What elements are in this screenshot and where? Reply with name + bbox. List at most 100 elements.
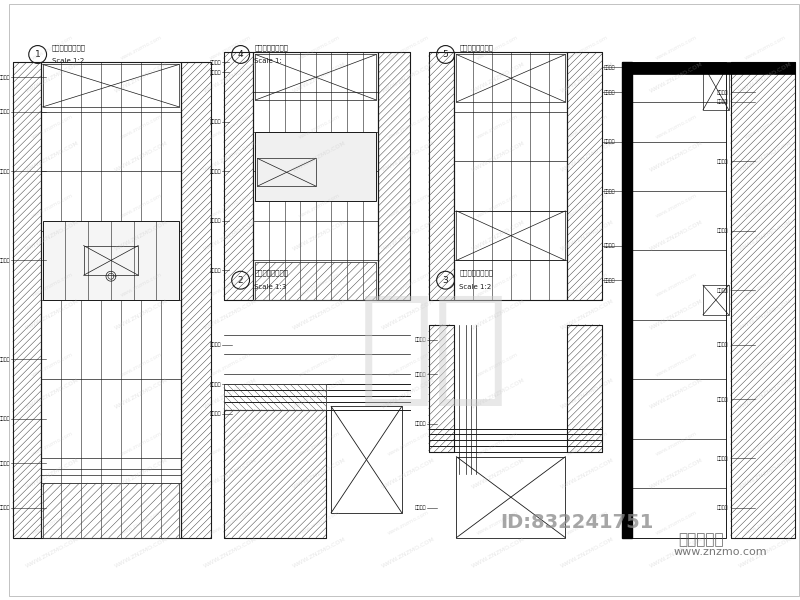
Bar [13, 62, 41, 538]
Text: www.znzmo.com: www.znzmo.com [31, 272, 74, 298]
Text: 木饰面板: 木饰面板 [718, 89, 729, 95]
Text: www.znzmo.com: www.znzmo.com [744, 351, 787, 377]
Text: www.znzmo.com: www.znzmo.com [298, 430, 342, 457]
Text: 木饰面板: 木饰面板 [718, 228, 729, 233]
Bar [429, 52, 454, 300]
Text: 木饰面板: 木饰面板 [604, 89, 615, 95]
Text: WWW.ZNZMO.COM: WWW.ZNZMO.COM [203, 378, 258, 410]
Text: www.znzmo.com: www.znzmo.com [476, 430, 520, 457]
Text: ID:832241751: ID:832241751 [501, 513, 654, 532]
Bar [331, 406, 402, 513]
Text: Scale 1:2: Scale 1:2 [51, 58, 84, 64]
Bar [567, 325, 602, 452]
Text: WWW.ZNZMO.COM: WWW.ZNZMO.COM [292, 140, 347, 173]
Bar [224, 52, 254, 300]
Text: www.znzmo.com: www.znzmo.com [654, 193, 698, 219]
Text: www.znzmo.com: www.znzmo.com [654, 113, 698, 140]
Bar [457, 457, 566, 538]
Text: WWW.ZNZMO.COM: WWW.ZNZMO.COM [649, 299, 704, 331]
Text: WWW.ZNZMO.COM: WWW.ZNZMO.COM [203, 61, 258, 94]
Text: 木饰面板: 木饰面板 [0, 461, 10, 466]
Text: WWW.ZNZMO.COM: WWW.ZNZMO.COM [470, 378, 526, 410]
Text: WWW.ZNZMO.COM: WWW.ZNZMO.COM [25, 140, 80, 173]
Text: www.znzmo.com: www.znzmo.com [120, 509, 163, 536]
Text: www.znzmo.com: www.znzmo.com [209, 272, 252, 298]
Text: www.znzmo.com: www.znzmo.com [744, 193, 787, 219]
Text: www.znzmo.com: www.znzmo.com [566, 430, 609, 457]
Bar [83, 245, 138, 275]
Text: www.znzmo.com: www.znzmo.com [120, 193, 163, 219]
Bar [378, 52, 410, 300]
Text: www.znzmo.com: www.znzmo.com [387, 113, 430, 140]
Text: www.znzmo.com: www.znzmo.com [476, 34, 520, 61]
Text: www.znzmo.com: www.znzmo.com [120, 430, 163, 457]
Text: WWW.ZNZMO.COM: WWW.ZNZMO.COM [292, 378, 347, 410]
Bar [567, 325, 602, 452]
Text: 木饰面板: 木饰面板 [718, 287, 729, 293]
Text: www.znzmo.com: www.znzmo.com [654, 430, 698, 457]
Text: WWW.ZNZMO.COM: WWW.ZNZMO.COM [738, 378, 793, 410]
Text: WWW.ZNZMO.COM: WWW.ZNZMO.COM [738, 536, 793, 569]
Text: www.znzmo.com: www.znzmo.com [209, 509, 252, 536]
Text: 木饰面板: 木饰面板 [414, 421, 426, 426]
Text: 木饰面板: 木饰面板 [604, 278, 615, 283]
Text: www.znzmo.com: www.znzmo.com [654, 351, 698, 377]
Text: WWW.ZNZMO.COM: WWW.ZNZMO.COM [203, 299, 258, 331]
Text: WWW.ZNZMO.COM: WWW.ZNZMO.COM [114, 61, 169, 94]
Text: 木饰面剪切面示意: 木饰面剪切面示意 [459, 44, 494, 50]
Text: www.znzmo.com: www.znzmo.com [566, 193, 609, 219]
Bar [224, 410, 326, 538]
Text: www.znzmo.com: www.znzmo.com [744, 272, 787, 298]
Text: 5: 5 [442, 50, 449, 59]
Text: WWW.ZNZMO.COM: WWW.ZNZMO.COM [559, 220, 614, 252]
Text: www.znzmo.com: www.znzmo.com [120, 272, 163, 298]
Bar [429, 325, 454, 452]
Text: www.znzmo.com: www.znzmo.com [298, 193, 342, 219]
Text: 木饰面板: 木饰面板 [210, 70, 221, 75]
Bar [182, 62, 211, 538]
Text: WWW.ZNZMO.COM: WWW.ZNZMO.COM [292, 457, 347, 490]
Text: WWW.ZNZMO.COM: WWW.ZNZMO.COM [292, 220, 347, 252]
Bar [13, 62, 41, 538]
Bar [255, 262, 376, 300]
Bar [42, 64, 179, 107]
Text: WWW.ZNZMO.COM: WWW.ZNZMO.COM [470, 457, 526, 490]
Text: www.znzmo.com: www.znzmo.com [298, 351, 342, 377]
Text: www.znzmo.com: www.znzmo.com [674, 547, 768, 557]
Text: WWW.ZNZMO.COM: WWW.ZNZMO.COM [559, 457, 614, 490]
Text: WWW.ZNZMO.COM: WWW.ZNZMO.COM [25, 457, 80, 490]
Text: WWW.ZNZMO.COM: WWW.ZNZMO.COM [559, 536, 614, 569]
Text: www.znzmo.com: www.znzmo.com [387, 430, 430, 457]
Text: 2: 2 [238, 275, 243, 284]
Text: www.znzmo.com: www.znzmo.com [566, 113, 609, 140]
Bar [457, 55, 566, 102]
Text: www.znzmo.com: www.znzmo.com [209, 351, 252, 377]
Text: 木饰面剪切面示意: 木饰面剪切面示意 [51, 44, 86, 50]
Bar [255, 131, 376, 201]
Text: 木饰面剪切面示意: 木饰面剪切面示意 [254, 269, 289, 276]
Text: www.znzmo.com: www.znzmo.com [31, 351, 74, 377]
Text: www.znzmo.com: www.znzmo.com [298, 113, 342, 140]
Text: WWW.ZNZMO.COM: WWW.ZNZMO.COM [738, 299, 793, 331]
Text: www.znzmo.com: www.znzmo.com [476, 193, 520, 219]
Text: WWW.ZNZMO.COM: WWW.ZNZMO.COM [114, 457, 169, 490]
Text: www.znzmo.com: www.znzmo.com [387, 509, 430, 536]
Text: 木饰面板: 木饰面板 [0, 416, 10, 421]
Text: WWW.ZNZMO.COM: WWW.ZNZMO.COM [738, 220, 793, 252]
Text: WWW.ZNZMO.COM: WWW.ZNZMO.COM [25, 378, 80, 410]
Text: www.znzmo.com: www.znzmo.com [31, 34, 74, 61]
Text: WWW.ZNZMO.COM: WWW.ZNZMO.COM [114, 220, 169, 252]
Text: Scale 1:2: Scale 1:2 [459, 284, 492, 290]
Text: 木饰面板: 木饰面板 [0, 109, 10, 115]
Text: www.znzmo.com: www.znzmo.com [476, 272, 520, 298]
Text: www.znzmo.com: www.znzmo.com [209, 113, 252, 140]
Text: WWW.ZNZMO.COM: WWW.ZNZMO.COM [114, 536, 169, 569]
Text: www.znzmo.com: www.znzmo.com [744, 430, 787, 457]
Text: WWW.ZNZMO.COM: WWW.ZNZMO.COM [649, 378, 704, 410]
Text: 木饰面板: 木饰面板 [210, 412, 221, 416]
Bar [703, 285, 729, 315]
Bar [703, 64, 729, 110]
Text: www.znzmo.com: www.znzmo.com [387, 272, 430, 298]
Text: www.znzmo.com: www.znzmo.com [31, 193, 74, 219]
Text: www.znzmo.com: www.znzmo.com [744, 34, 787, 61]
